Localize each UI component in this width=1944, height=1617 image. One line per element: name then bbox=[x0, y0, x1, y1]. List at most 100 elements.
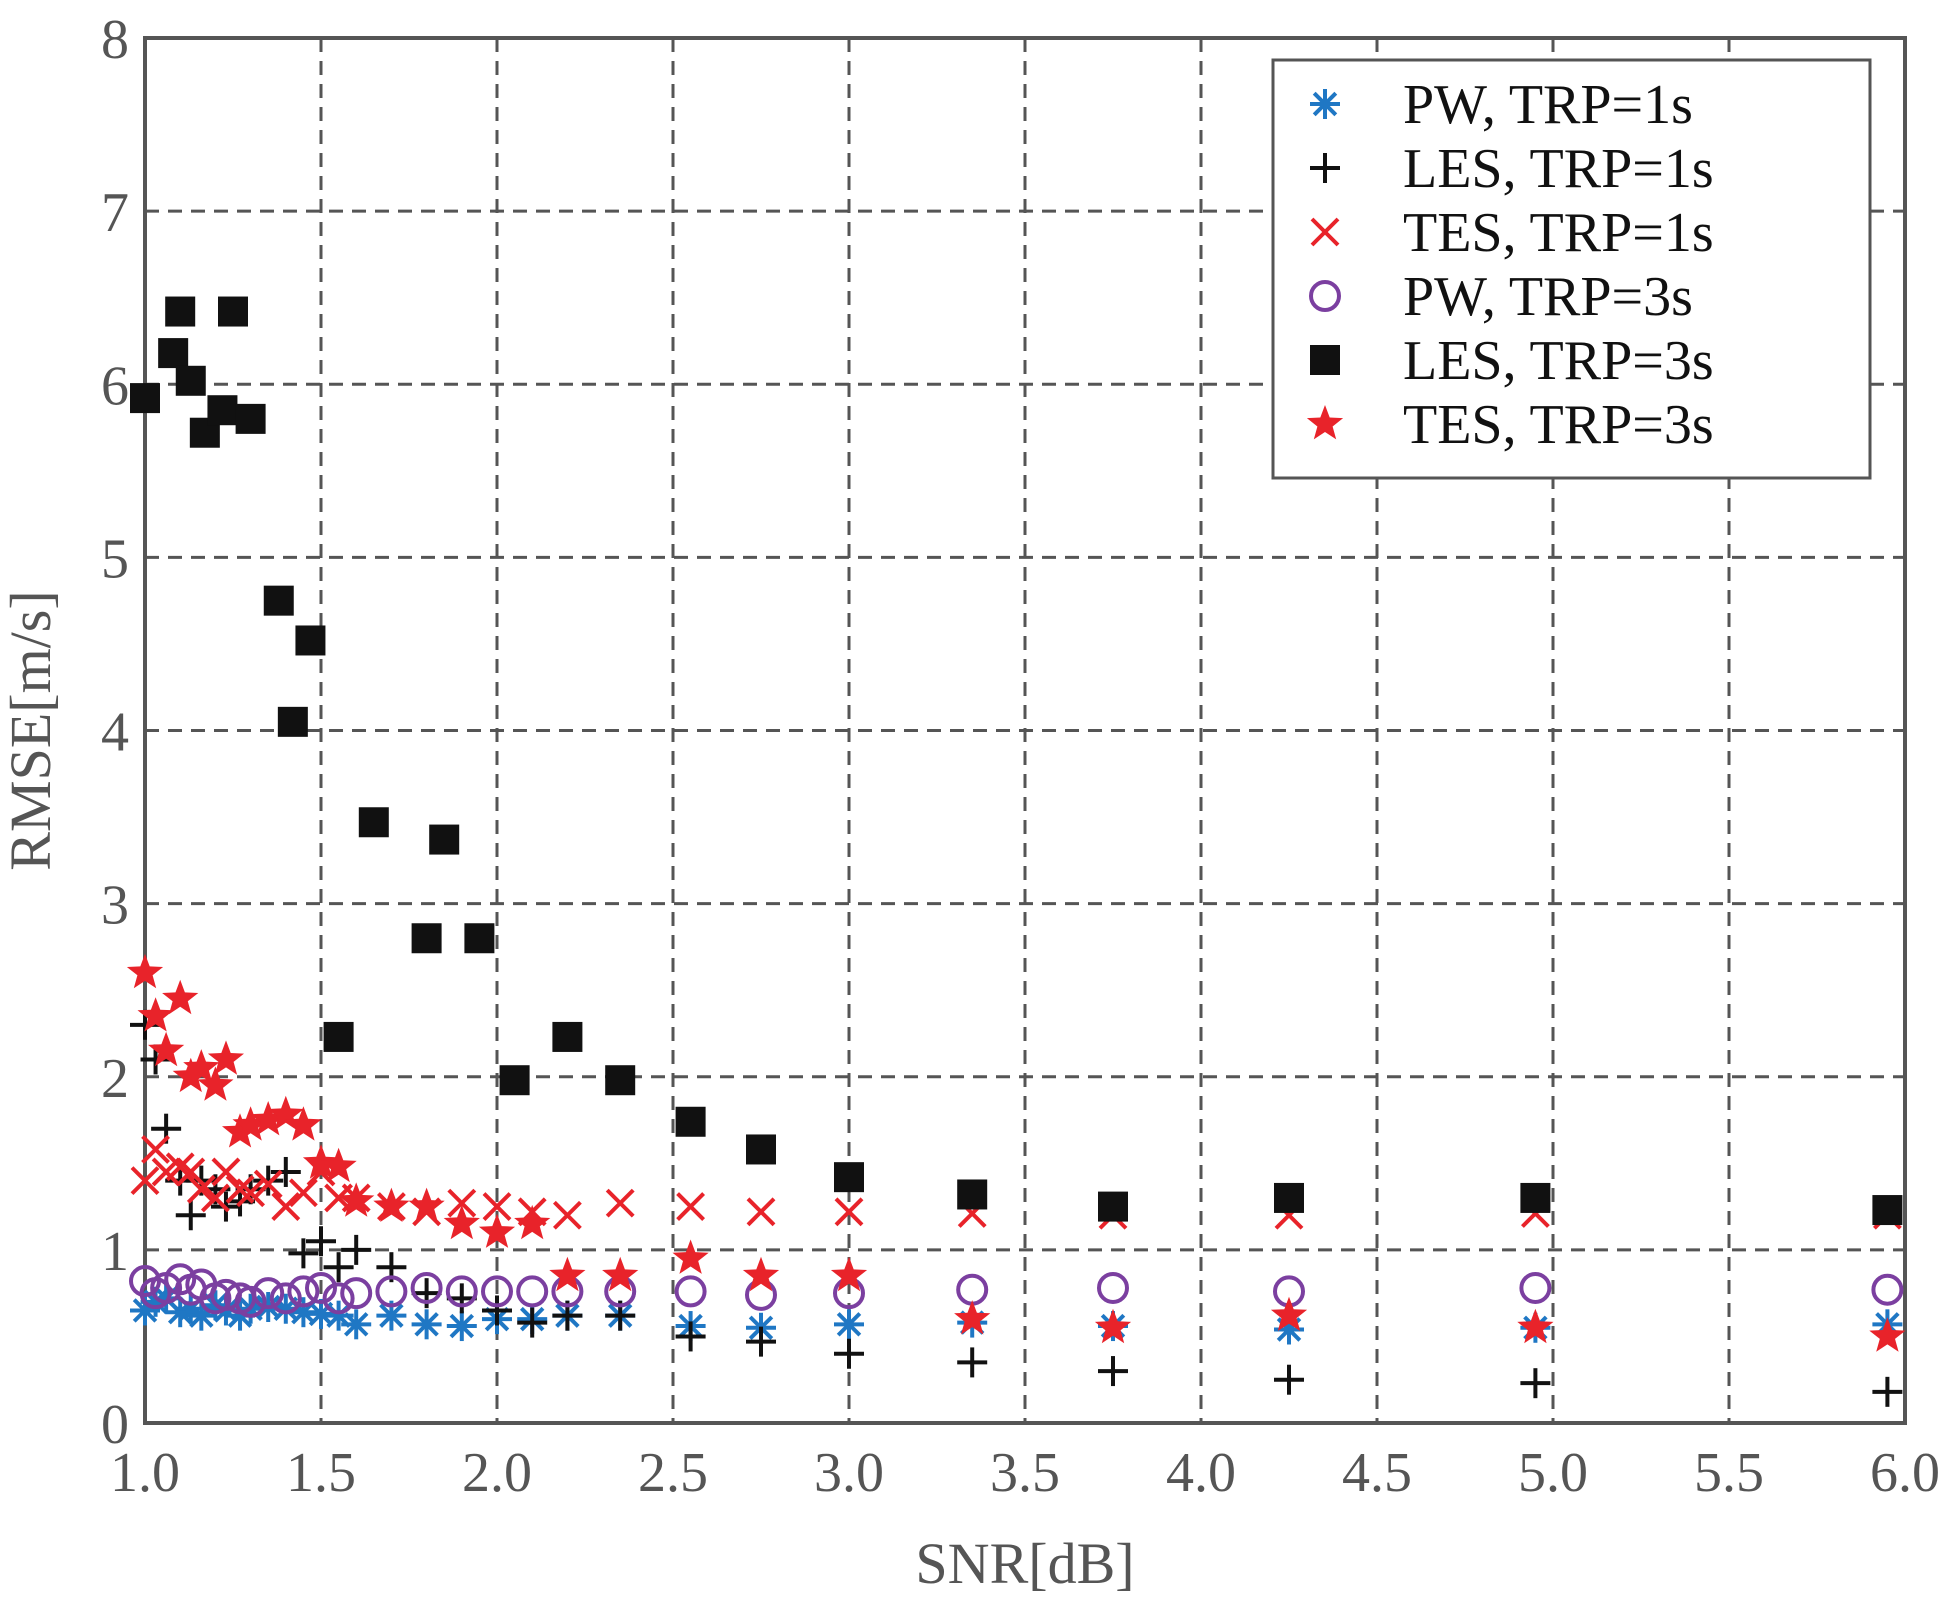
point-series-5-20 bbox=[675, 1106, 706, 1137]
legend-entry-1: PW, TRP=1s bbox=[1403, 74, 1693, 136]
x-tick-label: 2.5 bbox=[638, 1442, 708, 1504]
y-axis-tick-labels: 0 1 2 3 4 5 6 7 8 bbox=[101, 9, 129, 1456]
point-series-6-15 bbox=[320, 1147, 357, 1183]
point-series-3-26 bbox=[834, 1197, 864, 1227]
point-series-5-22 bbox=[834, 1162, 864, 1193]
x-tick-label: 4.5 bbox=[1342, 1442, 1412, 1504]
series-2 bbox=[130, 1009, 1903, 1407]
point-series-5-2 bbox=[158, 338, 189, 369]
point-series-4-18 bbox=[410, 1271, 443, 1304]
point-series-5-19 bbox=[605, 1065, 636, 1096]
point-series-6-20 bbox=[478, 1213, 516, 1248]
point-series-6-28 bbox=[1094, 1308, 1132, 1344]
point-series-2-31 bbox=[1872, 1376, 1903, 1407]
point-series-6-30 bbox=[1517, 1308, 1554, 1344]
point-series-2-28 bbox=[1098, 1356, 1128, 1387]
point-series-2-13 bbox=[288, 1238, 319, 1269]
point-series-4-20 bbox=[481, 1275, 513, 1308]
point-series-6-13 bbox=[285, 1106, 322, 1141]
point-series-6-3 bbox=[148, 1031, 185, 1067]
point-series-5-11 bbox=[295, 625, 326, 656]
x-tick-label: 3.0 bbox=[814, 1442, 884, 1504]
legend-marker-5 bbox=[1310, 345, 1340, 375]
point-series-4-15 bbox=[322, 1282, 355, 1315]
point-series-5-25 bbox=[1274, 1182, 1304, 1213]
data-series bbox=[126, 296, 1906, 1407]
point-series-2-29 bbox=[1274, 1364, 1304, 1395]
point-series-2-15 bbox=[323, 1252, 354, 1283]
point-series-6-11 bbox=[250, 1101, 287, 1136]
point-series-6-24 bbox=[672, 1239, 709, 1274]
x-tick-label: 3.5 bbox=[990, 1442, 1060, 1504]
point-series-5-8 bbox=[235, 403, 266, 434]
point-series-6-31 bbox=[1869, 1317, 1906, 1352]
point-series-6-22 bbox=[549, 1256, 586, 1292]
point-series-2-16 bbox=[341, 1234, 372, 1265]
legend-entry-3: TES, TRP=1s bbox=[1403, 202, 1714, 264]
x-tick-label: 1.5 bbox=[286, 1442, 356, 1504]
plot-area-frame bbox=[143, 36, 1907, 1425]
series-5 bbox=[130, 296, 1903, 1226]
point-series-5-3 bbox=[165, 296, 196, 327]
point-series-6-17 bbox=[373, 1187, 410, 1222]
point-series-6-1 bbox=[126, 953, 164, 989]
point-series-5-4 bbox=[175, 365, 206, 396]
point-series-6-7 bbox=[197, 1066, 234, 1101]
x-tick-label: 1.0 bbox=[110, 1442, 180, 1504]
point-series-5-24 bbox=[1098, 1191, 1128, 1222]
point-series-2-27 bbox=[957, 1347, 988, 1378]
point-series-3-23 bbox=[605, 1188, 635, 1218]
point-series-3-24 bbox=[676, 1192, 706, 1222]
point-series-2-26 bbox=[834, 1338, 864, 1369]
point-series-5-18 bbox=[552, 1021, 583, 1052]
point-series-5-13 bbox=[358, 807, 389, 838]
point-series-3-19 bbox=[447, 1188, 477, 1218]
y-tick-label: 1 bbox=[101, 1221, 129, 1283]
legend-entry-4: PW, TRP=3s bbox=[1403, 266, 1693, 328]
point-series-3-7 bbox=[200, 1183, 230, 1213]
point-series-6-12 bbox=[267, 1095, 304, 1131]
y-tick-label: 5 bbox=[101, 528, 129, 590]
point-series-6-26 bbox=[830, 1256, 868, 1292]
point-series-6-18 bbox=[408, 1187, 445, 1222]
point-series-6-8 bbox=[207, 1040, 244, 1075]
point-series-2-11 bbox=[253, 1165, 284, 1196]
point-series-3-1 bbox=[130, 1166, 160, 1196]
legend-entry-5: LES, TRP=3s bbox=[1403, 330, 1714, 392]
point-series-4-31 bbox=[1871, 1273, 1904, 1306]
point-series-3-20 bbox=[482, 1192, 512, 1222]
x-tick-label: 6.0 bbox=[1870, 1442, 1940, 1504]
legend-entry-6: TES, TRP=3s bbox=[1403, 394, 1714, 456]
point-series-4-10 bbox=[234, 1285, 267, 1318]
point-series-2-14 bbox=[306, 1226, 336, 1257]
point-series-5-21 bbox=[746, 1134, 776, 1165]
point-series-6-21 bbox=[514, 1204, 551, 1240]
point-series-4-11 bbox=[252, 1277, 285, 1310]
x-tick-label: 2.0 bbox=[462, 1442, 532, 1504]
point-series-3-8 bbox=[211, 1157, 241, 1187]
y-tick-label: 4 bbox=[101, 702, 129, 764]
y-axis-label: RMSE[m/s] bbox=[0, 590, 63, 870]
point-series-5-12 bbox=[323, 1021, 354, 1052]
series-6 bbox=[126, 953, 1906, 1352]
point-series-2-24 bbox=[675, 1321, 706, 1352]
point-series-6-29 bbox=[1270, 1296, 1308, 1331]
x-tick-label: 5.0 bbox=[1518, 1442, 1588, 1504]
point-series-5-26 bbox=[1520, 1182, 1551, 1213]
point-series-6-2 bbox=[137, 997, 174, 1032]
point-series-6-9 bbox=[222, 1113, 259, 1148]
point-series-6-23 bbox=[602, 1256, 639, 1292]
point-series-2-20 bbox=[482, 1295, 512, 1326]
point-series-6-14 bbox=[302, 1144, 340, 1179]
point-series-3-2 bbox=[141, 1135, 170, 1164]
point-series-1-18 bbox=[411, 1309, 442, 1340]
point-series-1-19 bbox=[446, 1311, 477, 1342]
point-series-5-7 bbox=[218, 296, 248, 327]
legend-marker-4 bbox=[1309, 280, 1341, 312]
point-series-3-10 bbox=[236, 1178, 266, 1208]
point-series-4-4 bbox=[164, 1263, 197, 1296]
point-series-6-4 bbox=[162, 979, 199, 1015]
point-series-5-27 bbox=[1872, 1195, 1903, 1226]
point-series-1-16 bbox=[341, 1309, 372, 1340]
